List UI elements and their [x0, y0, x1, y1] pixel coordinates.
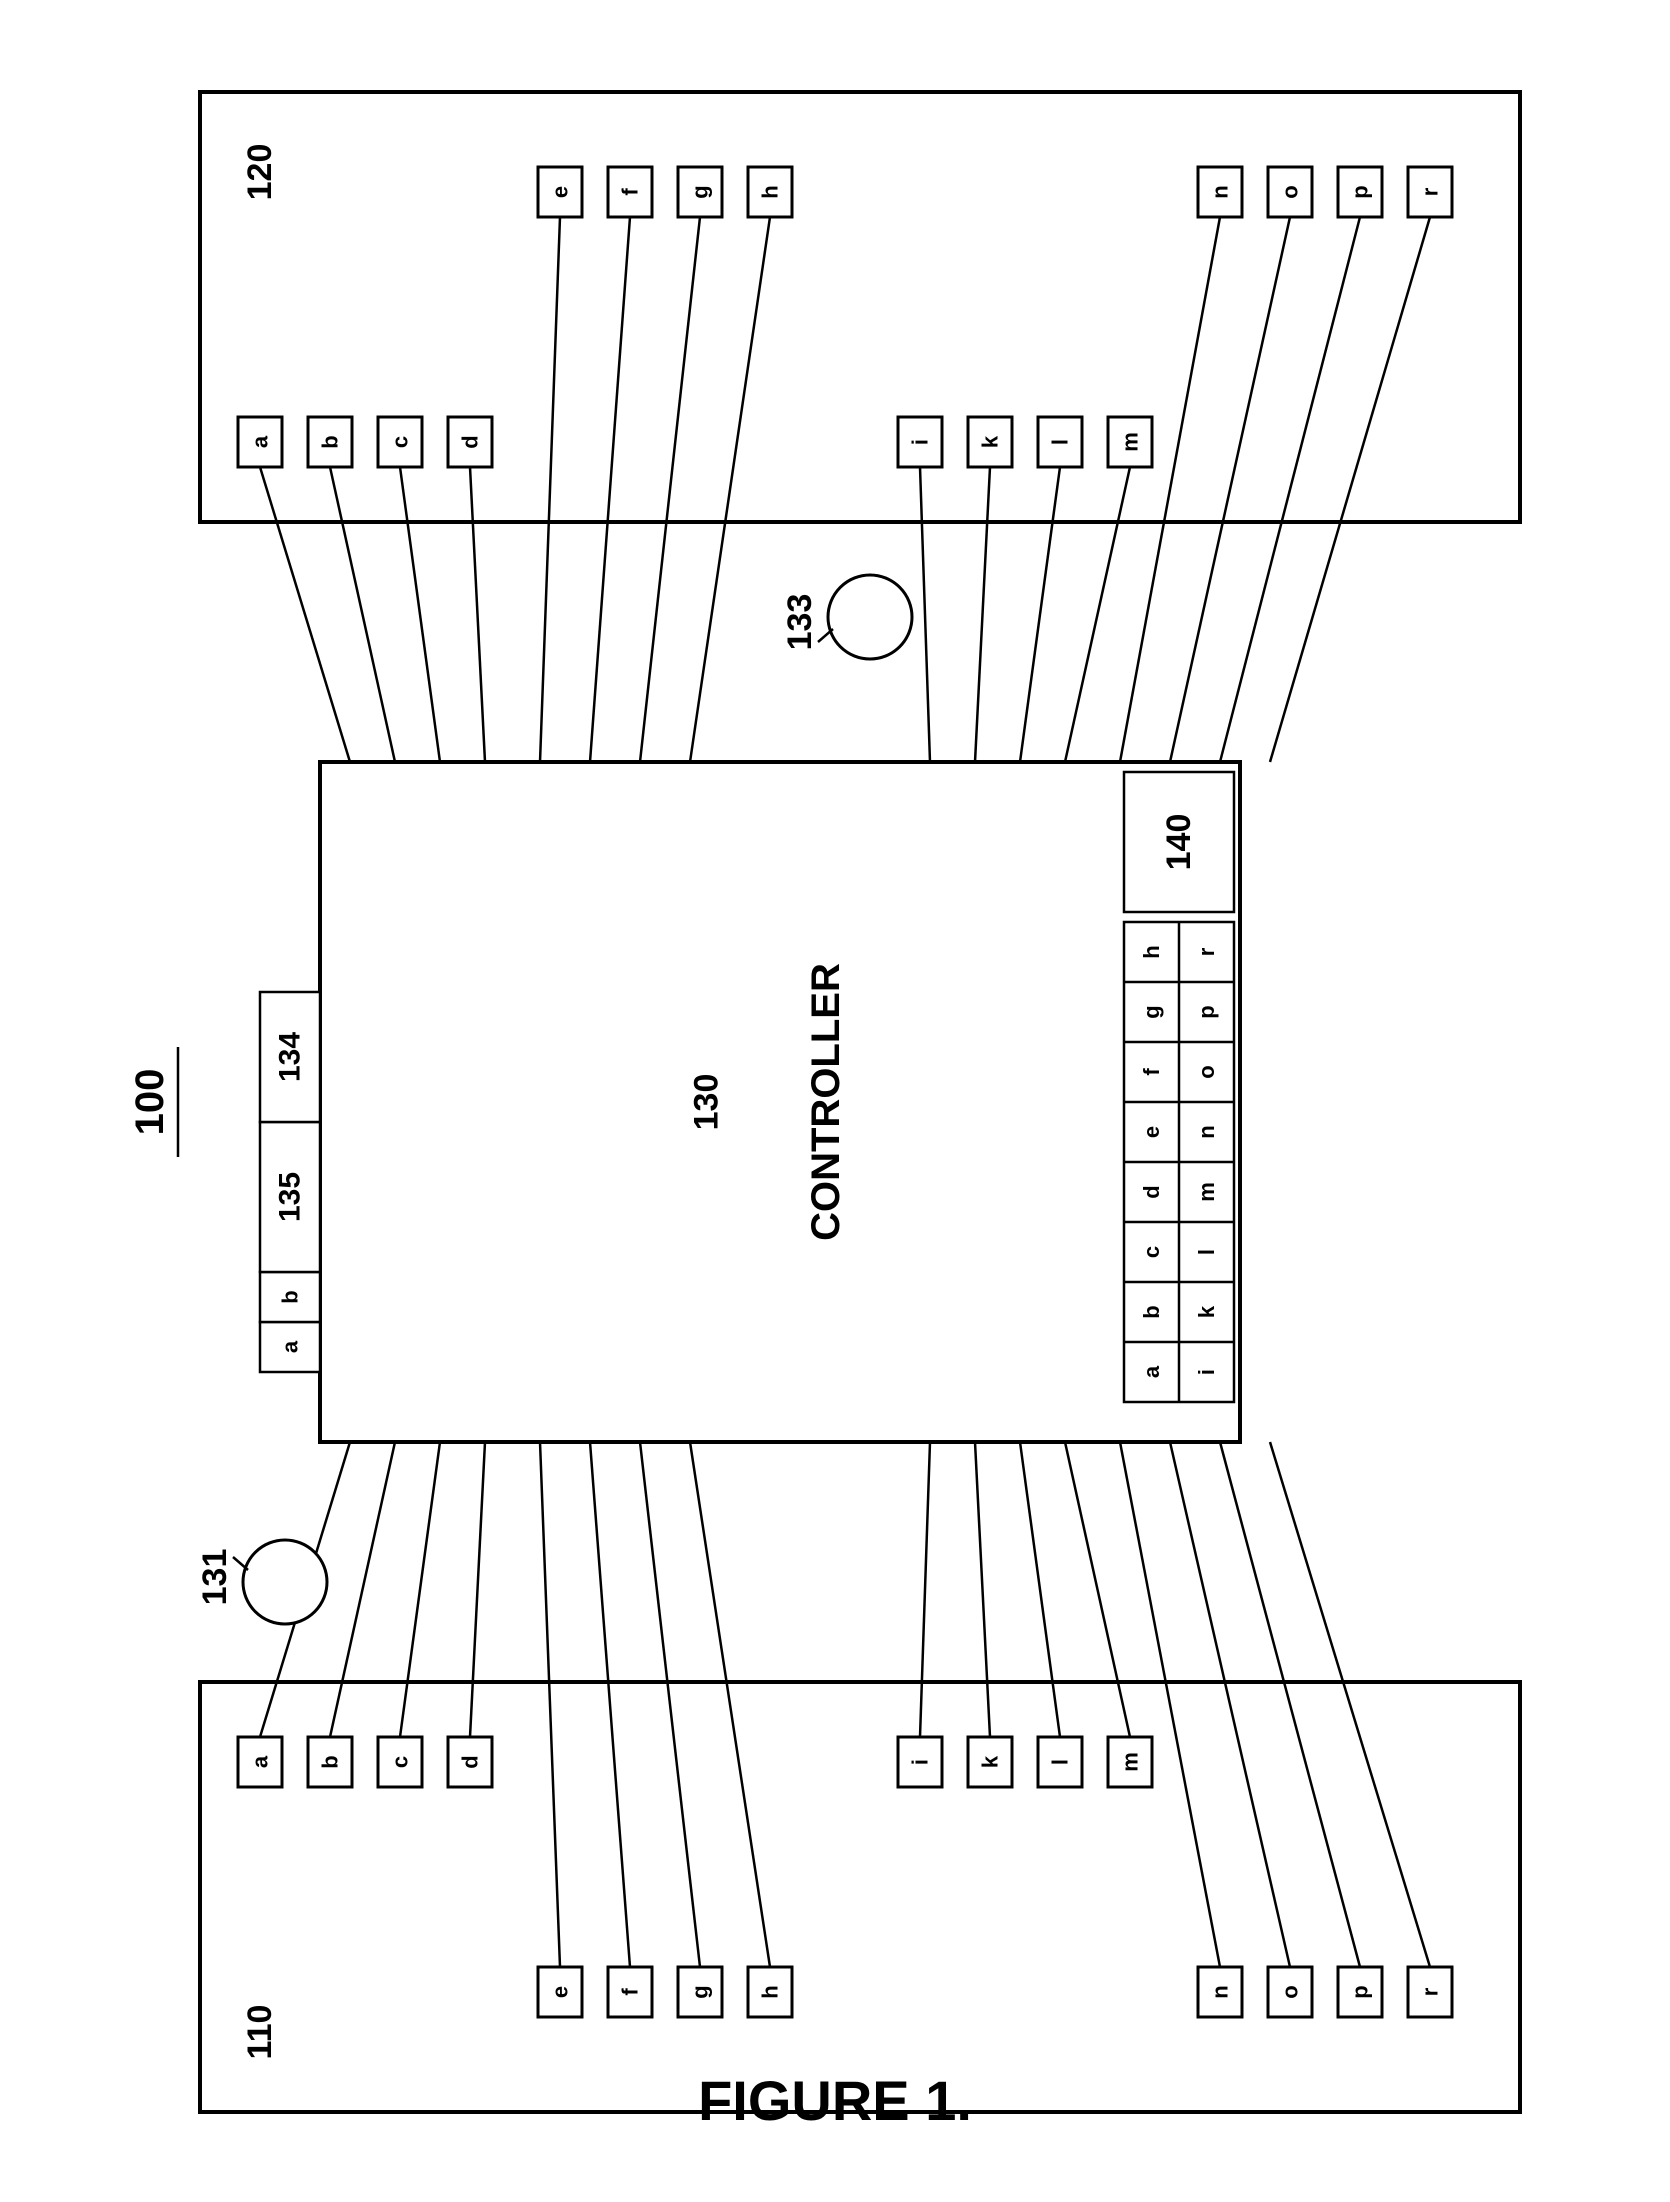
svg-text:o: o	[1278, 185, 1303, 198]
svg-text:r: r	[1418, 1987, 1443, 1996]
svg-text:h: h	[1139, 945, 1164, 958]
svg-text:b: b	[318, 1755, 343, 1768]
svg-text:h: h	[758, 1985, 783, 1998]
svg-text:c: c	[388, 436, 413, 448]
svg-text:a: a	[1139, 1365, 1164, 1378]
diagram-canvas: 100 110 120 130 CONTROLLER a b 135 134 a b c d e f g h i k…	[0, 0, 1670, 2202]
svg-text:d: d	[458, 1755, 483, 1768]
svg-text:e: e	[548, 1986, 573, 1998]
svg-text:k: k	[1194, 1305, 1219, 1318]
svg-text:p: p	[1348, 1985, 1373, 1998]
svg-text:a: a	[248, 435, 273, 448]
svg-text:m: m	[1118, 1752, 1143, 1772]
svg-text:g: g	[688, 1985, 713, 1998]
svg-text:b: b	[278, 1290, 303, 1303]
svg-text:133: 133	[781, 594, 819, 651]
svg-text:b: b	[318, 435, 343, 448]
svg-text:b: b	[1139, 1305, 1164, 1318]
svg-text:131: 131	[196, 1549, 234, 1606]
svg-text:130: 130	[687, 1074, 725, 1131]
svg-text:c: c	[1139, 1246, 1164, 1258]
svg-text:i: i	[908, 439, 933, 445]
svg-text:l: l	[1194, 1249, 1219, 1255]
svg-text:n: n	[1208, 185, 1233, 198]
svg-text:d: d	[458, 435, 483, 448]
svg-text:134: 134	[274, 1032, 307, 1082]
svg-text:r: r	[1418, 187, 1443, 196]
svg-text:o: o	[1194, 1065, 1219, 1078]
svg-text:k: k	[978, 435, 1003, 448]
svg-text:140: 140	[1160, 814, 1198, 871]
svg-text:r: r	[1194, 947, 1219, 956]
svg-text:l: l	[1048, 1759, 1073, 1765]
svg-text:e: e	[1139, 1126, 1164, 1138]
svg-text:d: d	[1139, 1185, 1164, 1198]
svg-text:n: n	[1208, 1985, 1233, 1998]
svg-text:135: 135	[274, 1172, 307, 1222]
svg-text:m: m	[1194, 1182, 1219, 1202]
svg-text:p: p	[1194, 1005, 1219, 1018]
svg-text:p: p	[1348, 185, 1373, 198]
svg-text:100: 100	[128, 1069, 172, 1136]
svg-text:c: c	[388, 1756, 413, 1768]
svg-text:f: f	[618, 188, 643, 196]
svg-text:CONTROLLER: CONTROLLER	[804, 963, 848, 1241]
svg-text:g: g	[688, 185, 713, 198]
svg-text:m: m	[1118, 432, 1143, 452]
svg-text:a: a	[248, 1755, 273, 1768]
svg-text:110: 110	[241, 2005, 279, 2060]
svg-text:n: n	[1194, 1125, 1219, 1138]
svg-text:a: a	[278, 1340, 303, 1353]
svg-text:o: o	[1278, 1985, 1303, 1998]
svg-text:e: e	[548, 186, 573, 198]
svg-text:g: g	[1139, 1005, 1164, 1018]
svg-text:f: f	[618, 1988, 643, 1996]
svg-text:l: l	[1048, 439, 1073, 445]
svg-text:120: 120	[241, 144, 279, 201]
svg-text:i: i	[908, 1759, 933, 1765]
svg-text:f: f	[1139, 1068, 1164, 1076]
svg-text:k: k	[978, 1755, 1003, 1768]
svg-text:i: i	[1194, 1369, 1219, 1375]
svg-text:h: h	[758, 185, 783, 198]
